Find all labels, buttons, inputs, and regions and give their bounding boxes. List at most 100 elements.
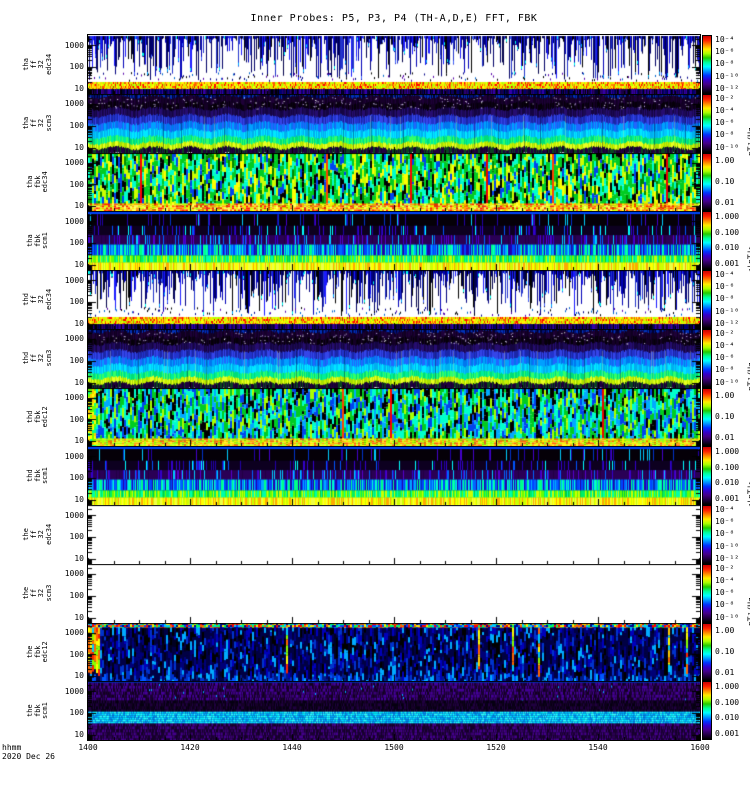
colorbar-tha-ff-32-edc34 [702,35,712,94]
colorbar-tick-label: 10⁻¹² [715,553,740,563]
colorbar-tick-label: 0.100 [715,462,740,472]
colorbar-tick-label: 0.001 [715,728,740,738]
colorbar-tick-label: 0.001 [715,258,740,268]
colorbar-tick-label: 10⁻⁸ [715,130,735,140]
colorbar-tick-label: 10⁻¹⁰ [715,377,740,387]
y-tick-label: 1000 [64,334,84,344]
colorbar-tick-label: 0.010 [715,243,740,253]
colorbar-tick-label: 10⁻⁸ [715,365,735,375]
panel-label-tha-ff-32-edc34: tha ff 32 edc34 [22,53,53,75]
panel-label-tha-fbk-edc34: tha fbk edc34 [25,171,49,193]
x-tick-label: 1600 [690,743,710,752]
y-tick-label: 1000 [64,510,84,520]
colorbar-tick-label: 1.000 [715,682,740,692]
colorbar-tick-label: 1.000 [715,447,740,457]
panel-label-thd-ff-32-edc34: thd ff 32 edc34 [22,288,53,310]
panel-label-thd-fbk-edc12: thd fbk edc12 [25,406,49,428]
panel-label-the-fbk-scm1: the fbk scm1 [25,702,49,720]
colorbar-tick-label: 0.010 [715,478,740,488]
x-axis-format-label: hhmm [2,743,22,752]
y-tick-label: 100 [69,179,84,189]
colorbar-tick-label: 0.100 [715,697,740,707]
y-tick-label: 100 [69,297,84,307]
y-tick-label: 10 [74,201,84,211]
y-tick-label: 100 [69,473,84,483]
colorbar-tha-fbk-scm1 [702,211,712,270]
colorbar-tick-label: 10⁻⁶ [715,47,735,57]
panel-label-tha-ff-32-scm3: tha ff 32 scm3 [22,114,53,132]
colorbar-tick-label: 0.10 [715,176,735,186]
colorbar-tick-label: 10⁻² [715,563,735,573]
y-tick-label: 10 [74,142,84,152]
y-tick-label: 10 [74,730,84,740]
colorbar-tick-label: 10⁻¹⁰ [715,71,740,81]
colorbar-tick-label: 10⁻⁶ [715,588,735,598]
y-tick-label: 100 [69,590,84,600]
x-tick-label: 1420 [180,743,200,752]
colorbar-tick-label: 0.10 [715,411,735,421]
colorbar-tick-label: 1.000 [715,212,740,222]
y-tick-label: 100 [69,238,84,248]
plot-frame [87,34,701,741]
y-tick-label: 10 [74,436,84,446]
y-tick-label: 1000 [64,569,84,579]
colorbar-tick-label: 10⁻⁸ [715,59,735,69]
colorbar-tick-label: 1.00 [715,390,735,400]
colorbar-tick-label: 10⁻⁴ [715,504,735,514]
spectrogram-panel-tha-ff-32-edc34 [88,35,700,94]
y-tick-label: 10 [74,377,84,387]
colorbar-the-ff-32-edc34 [702,505,712,564]
colorbar-tick-label: 10⁻⁸ [715,529,735,539]
y-tick-label: 1000 [64,99,84,109]
y-tick-label: 100 [69,708,84,718]
colorbar-tick-label: 10⁻⁶ [715,118,735,128]
colorbar-thd-ff-32-edc34 [702,270,712,329]
y-tick-label: 10 [74,671,84,681]
colorbar-tick-label: 10⁻⁴ [715,269,735,279]
colorbar-thd-fbk-edc12 [702,387,712,447]
colorbar-tick-label: 10⁻⁴ [715,105,735,115]
spectrogram-panel-thd-fbk-edc12 [88,387,700,447]
panel-label-tha-fbk-scm1: tha fbk scm1 [25,232,49,250]
spectrogram-panel-the-fbk-scm1 [88,681,700,740]
spectrogram-panel-tha-fbk-edc34 [88,152,700,212]
colorbar-tick-label: 1.00 [715,155,735,165]
spectrogram-panel-tha-fbk-scm1 [88,211,700,270]
panel-label-thd-ff-32-scm3: thd ff 32 scm3 [22,349,53,367]
y-tick-label: 10 [74,612,84,622]
y-tick-label: 100 [69,62,84,72]
y-tick-label: 10 [74,260,84,270]
colorbar-tick-label: 10⁻¹² [715,318,740,328]
colorbar-tick-label: 1.00 [715,625,735,635]
colorbar-tick-label: 10⁻² [715,328,735,338]
colorbar-tick-label: 10⁻¹² [715,83,740,93]
x-tick-label: 1440 [282,743,302,752]
colorbar-tick-label: 0.01 [715,197,735,207]
spectrogram-panel-thd-fbk-scm1 [88,446,700,505]
y-tick-label: 100 [69,649,84,659]
panel-label-the-ff-32-edc34: the ff 32 edc34 [22,523,53,545]
y-tick-label: 100 [69,120,84,130]
y-tick-label: 10 [74,495,84,505]
colorbar-tick-label: 10⁻¹⁰ [715,541,740,551]
panel-label-thd-fbk-scm1: thd fbk scm1 [25,467,49,485]
colorbar-tha-fbk-edc34 [702,152,712,212]
x-tick-label: 1500 [384,743,404,752]
y-tick-label: 1000 [64,158,84,167]
colorbar-tick-label: 10⁻⁶ [715,517,735,527]
colorbar-tick-label: 0.100 [715,227,740,237]
colorbar-tick-label: 0.010 [715,713,740,723]
plot-title: Inner Probes: P5, P3, P4 (TH-A,D,E) FFT,… [250,13,538,24]
colorbar-tick-label: 10⁻² [715,93,735,103]
colorbar-tick-label: 0.01 [715,432,735,442]
colorbar-the-fbk-scm1 [702,681,712,740]
y-tick-label: 1000 [64,216,84,226]
colorbar-the-ff-32-scm3 [702,563,712,623]
colorbar-tick-label: 10⁻⁸ [715,294,735,304]
spectrogram-panel-the-ff-32-edc34 [88,505,700,564]
colorbar-tick-label: 10⁻¹⁰ [715,612,740,622]
colorbar-tick-label: 0.10 [715,646,735,656]
colorbar-tha-ff-32-scm3 [702,93,712,153]
spectrogram-panel-thd-ff-32-edc34 [88,270,700,329]
